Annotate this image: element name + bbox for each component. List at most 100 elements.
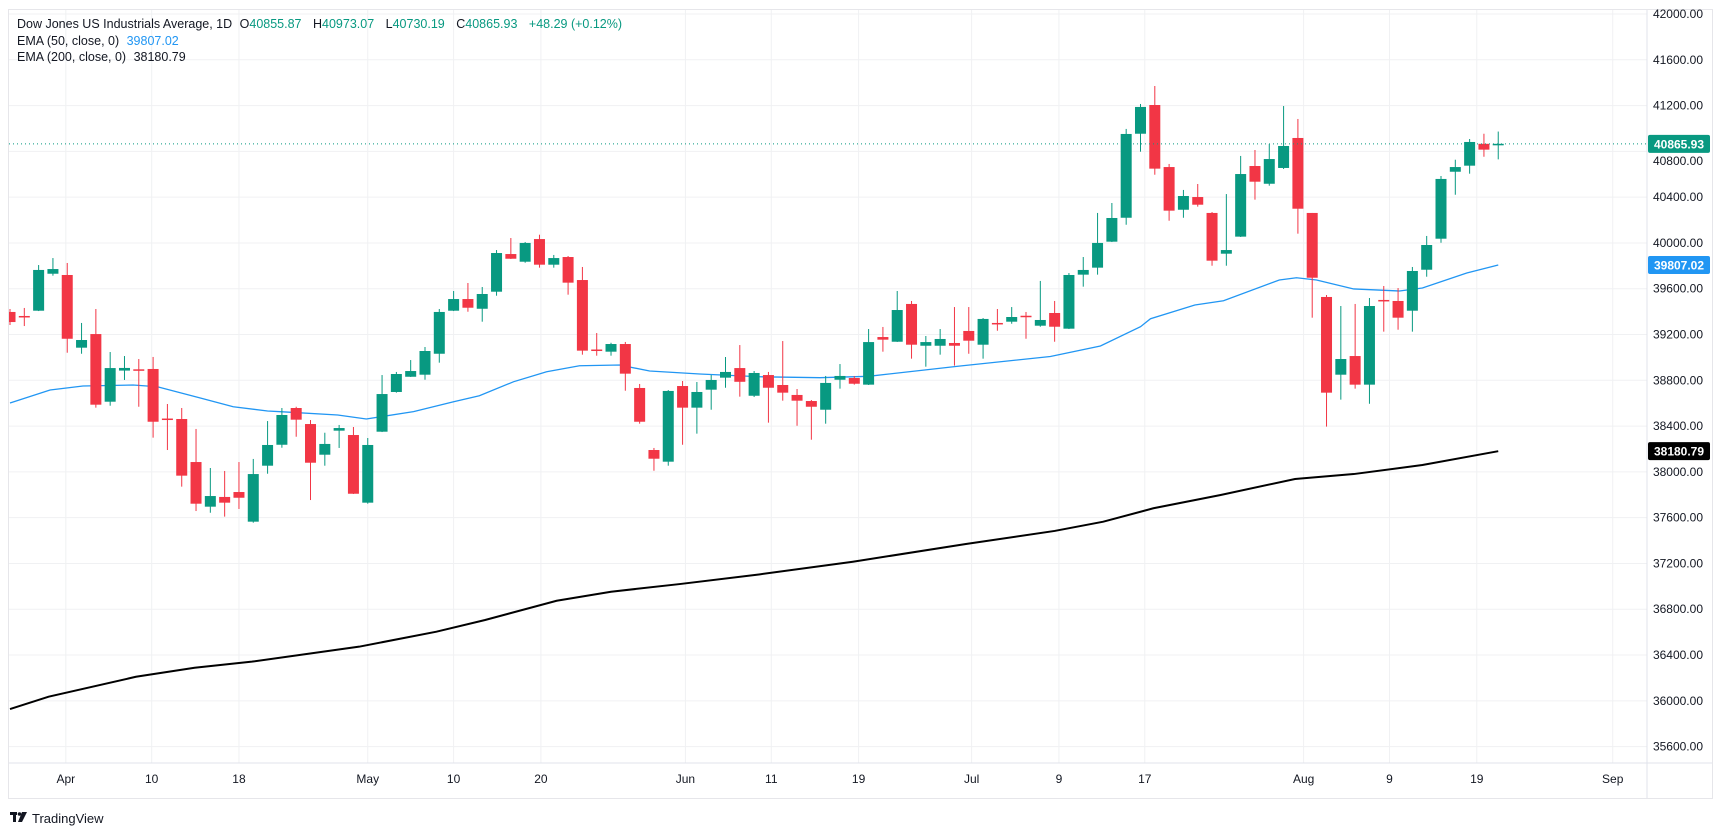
price-axis-label: 37200.00	[1653, 556, 1703, 570]
chart-frame	[8, 9, 1713, 799]
candle-body	[405, 371, 417, 377]
candle-body	[1492, 143, 1504, 146]
candle	[1092, 212, 1104, 275]
candle	[634, 383, 646, 424]
candle-body	[777, 384, 789, 393]
candle	[448, 291, 460, 312]
price-axis-label: 40000.00	[1653, 236, 1703, 250]
candle	[1464, 139, 1476, 174]
candle	[405, 360, 417, 377]
tradingview-logo-text: TradingView	[32, 811, 104, 826]
time-axis-label: Jul	[964, 772, 979, 786]
open-value: 40855.87	[249, 17, 302, 31]
candle	[1106, 202, 1118, 243]
candle-body	[977, 318, 989, 345]
candle	[133, 359, 145, 407]
ema200-label: EMA (200, close, 0)	[17, 50, 127, 64]
candle-body	[1063, 274, 1075, 329]
low-label: L	[385, 17, 393, 31]
candle-body	[462, 299, 474, 308]
time-axis-label: 19	[1470, 772, 1484, 786]
candle-body	[305, 424, 317, 463]
candle	[1149, 86, 1161, 175]
candle	[863, 329, 875, 385]
candle-body	[906, 303, 918, 345]
last-price-tag-label: 40865.93	[1654, 137, 1704, 151]
candle-body	[1163, 167, 1175, 211]
candle	[519, 242, 531, 263]
candle-body	[1306, 212, 1318, 278]
candle-body	[1278, 145, 1290, 168]
symbol-title: Dow Jones US Industrials Average, 1D	[17, 17, 233, 31]
candle-body	[1478, 143, 1490, 150]
candle	[1235, 155, 1247, 237]
candle	[491, 250, 503, 296]
price-axis-label: 39200.00	[1653, 328, 1703, 342]
time-axis-label: 10	[145, 772, 159, 786]
candle-body	[805, 401, 817, 407]
candle-body	[448, 299, 460, 311]
price-axis-label: 36000.00	[1653, 694, 1703, 708]
candle	[748, 371, 760, 398]
close-label: C	[456, 17, 466, 31]
candle-body	[76, 340, 88, 348]
candle-body	[1464, 141, 1476, 166]
candle-body	[362, 444, 374, 503]
candle	[1435, 175, 1447, 243]
ema50-label: EMA (50, close, 0)	[17, 34, 120, 48]
candle	[333, 424, 345, 448]
candle-body	[1206, 212, 1218, 261]
price-axis-label: 35600.00	[1653, 740, 1703, 754]
candle-body	[1406, 270, 1418, 311]
time-axis-label: 17	[1138, 772, 1152, 786]
candle-body	[18, 315, 30, 318]
candle-body	[891, 310, 903, 342]
candle	[305, 420, 317, 501]
candle	[934, 329, 946, 355]
candle-body	[1134, 106, 1146, 134]
price-axis-label: 39600.00	[1653, 282, 1703, 296]
candle	[347, 427, 359, 494]
candle	[390, 371, 402, 393]
candle-body	[33, 269, 45, 311]
candle-body	[262, 444, 274, 466]
close-value: 40865.93	[465, 17, 518, 31]
candle-body	[1077, 269, 1089, 275]
candle	[562, 255, 574, 295]
candle	[204, 467, 216, 513]
candle	[1349, 303, 1361, 389]
candle	[505, 238, 517, 259]
price-axis-label: 38000.00	[1653, 465, 1703, 479]
candle-body	[963, 330, 975, 341]
ema200-tag	[1648, 442, 1710, 461]
candle	[662, 390, 674, 466]
candle-body	[619, 344, 631, 374]
candle-body	[548, 258, 560, 265]
candle-body	[1220, 250, 1232, 254]
candle-body	[1378, 299, 1390, 302]
candle	[906, 300, 918, 359]
time-axis-label: Sep	[1602, 772, 1624, 786]
candle	[677, 380, 689, 445]
ema50-tag	[1648, 256, 1710, 275]
time-axis-label: Apr	[56, 772, 75, 786]
candle-body	[848, 378, 860, 384]
time-axis-label: 20	[534, 772, 548, 786]
candle	[247, 458, 259, 523]
legend-ema200-row[interactable]: EMA (200, close, 0) 38180.79	[17, 50, 190, 64]
candle	[33, 265, 45, 312]
price-axis-label: 38800.00	[1653, 373, 1703, 387]
plot-area[interactable]	[5, 86, 1504, 711]
candle-body	[176, 418, 188, 476]
price-axis-label: 37600.00	[1653, 511, 1703, 525]
candle-body	[90, 334, 102, 405]
candle-body	[1235, 174, 1247, 237]
candle-body	[576, 280, 588, 351]
candle-body	[662, 390, 674, 462]
candle-body	[247, 474, 259, 522]
candle-body	[204, 496, 216, 507]
tradingview-logo[interactable]: TradingView	[10, 811, 104, 826]
legend-ema50-row[interactable]: EMA (50, close, 0) 39807.02	[17, 34, 183, 48]
candle	[777, 341, 789, 401]
